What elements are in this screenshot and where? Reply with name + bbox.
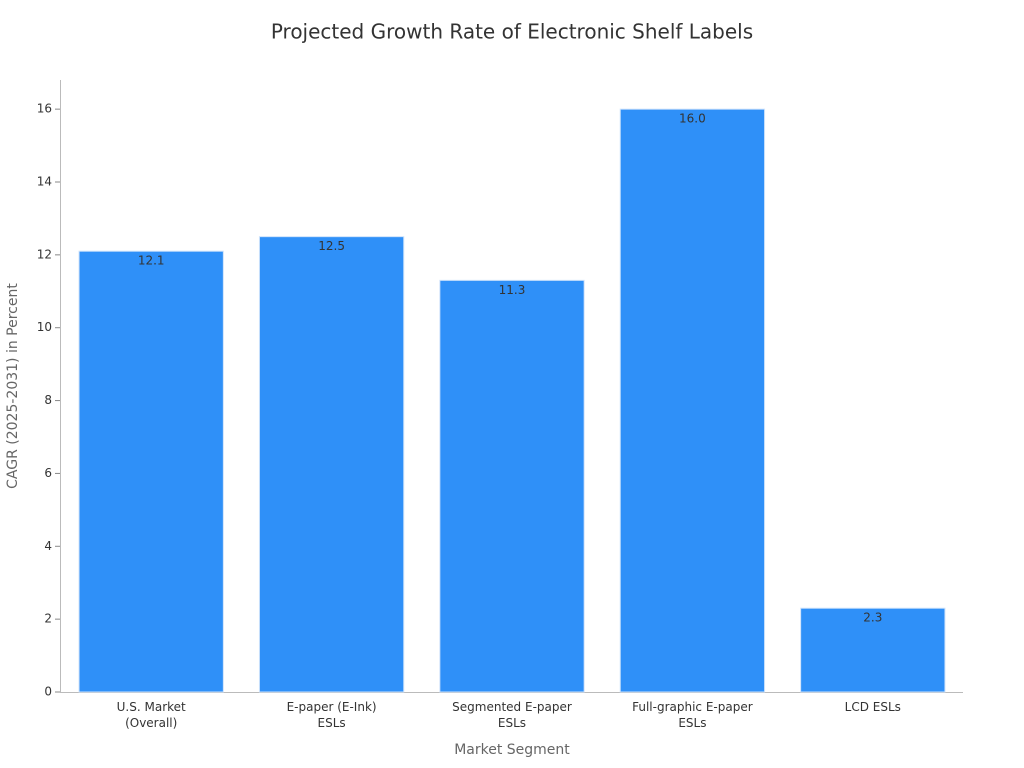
x-tick-label: LCD ESLs	[844, 700, 901, 714]
y-axis-title: CAGR (2025-2031) in Percent	[5, 283, 21, 489]
value-label: 12.5	[318, 239, 345, 253]
y-tick-label: 10	[37, 320, 52, 334]
value-label: 16.0	[679, 112, 706, 126]
bar	[258, 236, 405, 693]
y-tick-label: 12	[37, 247, 52, 261]
x-axis-title: Market Segment	[454, 742, 570, 758]
y-tick-label: 8	[44, 393, 52, 407]
bar	[78, 250, 224, 693]
y-tick-label: 14	[37, 175, 52, 189]
y-tick-label: 4	[44, 539, 52, 553]
chart-title: Projected Growth Rate of Electronic Shel…	[271, 20, 753, 44]
value-label: 12.1	[138, 254, 165, 268]
bar	[439, 279, 585, 693]
value-label: 2.3	[863, 611, 882, 625]
x-tick-label-box: U.S. Market (Overall)	[116, 700, 186, 730]
x-tick-label-box: Segmented E-paper ESLs	[452, 700, 572, 730]
bar	[800, 607, 946, 693]
y-tick-label: 16	[37, 102, 52, 116]
x-tick-label: U.S. Market (Overall)	[116, 700, 186, 730]
x-tick-label: E-paper (E-Ink) ESLs	[286, 700, 377, 730]
y-tick-label: 0	[44, 685, 52, 699]
x-tick-label-box: LCD ESLs	[844, 700, 901, 714]
x-tick-label-box: E-paper (E-Ink) ESLs	[286, 700, 377, 730]
x-tick-label: Segmented E-paper ESLs	[452, 700, 572, 730]
y-tick-label: 6	[44, 466, 52, 480]
x-tick-label-box: Full-graphic E-paper ESLs	[632, 700, 753, 730]
y-tick-label: 2	[44, 612, 52, 626]
x-tick-label: Full-graphic E-paper ESLs	[632, 700, 753, 730]
value-label: 11.3	[499, 283, 526, 297]
bar	[619, 108, 766, 693]
